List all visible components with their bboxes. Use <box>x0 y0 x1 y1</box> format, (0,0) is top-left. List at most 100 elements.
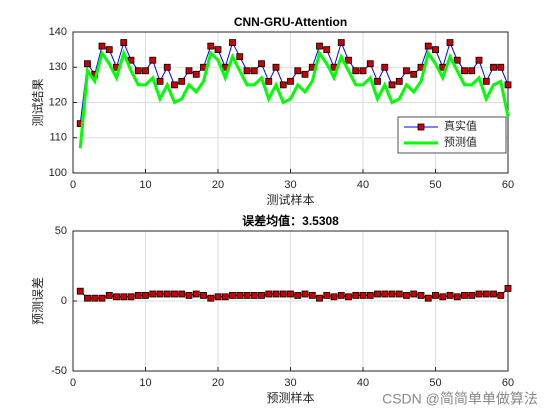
marker <box>98 42 106 50</box>
x-tick-label: 40 <box>357 377 369 389</box>
marker <box>287 77 294 85</box>
marker <box>482 77 490 85</box>
y-axis-label: 预测误差 <box>31 277 45 325</box>
marker <box>316 42 323 50</box>
marker <box>323 46 331 54</box>
marker <box>229 291 236 299</box>
marker <box>381 63 389 71</box>
marker <box>229 39 236 46</box>
legend-label: 真实值 <box>444 119 477 133</box>
marker <box>272 63 280 71</box>
marker <box>221 293 229 301</box>
marker <box>432 291 439 299</box>
x-tick-label: 30 <box>284 179 296 191</box>
marker <box>120 293 128 301</box>
marker <box>76 287 84 295</box>
y-tick-label: 110 <box>49 132 67 144</box>
x-tick-label: 20 <box>212 377 224 389</box>
marker <box>243 67 251 75</box>
marker <box>446 291 454 299</box>
marker <box>287 290 294 298</box>
marker <box>417 291 425 299</box>
y-tick-label: 50 <box>55 225 67 237</box>
marker <box>345 293 352 301</box>
x-tick-label: 60 <box>502 179 514 191</box>
y-tick-label: 140 <box>49 26 67 38</box>
marker <box>395 77 403 85</box>
watermark: CSDN @简简单单做算法 <box>382 391 538 407</box>
series-line <box>78 48 510 149</box>
marker <box>258 291 265 299</box>
marker <box>84 294 91 302</box>
marker <box>424 42 432 50</box>
marker <box>200 291 207 299</box>
marker <box>171 290 178 298</box>
x-tick-label: 10 <box>139 377 151 389</box>
marker <box>265 290 273 298</box>
marker <box>250 67 258 75</box>
marker <box>439 293 447 301</box>
marker <box>156 290 164 298</box>
marker <box>352 67 360 75</box>
y-axis-label: 测试结果 <box>30 78 45 126</box>
marker <box>265 77 273 85</box>
marker <box>207 42 215 50</box>
marker <box>149 290 157 298</box>
marker <box>468 291 476 299</box>
marker <box>192 70 200 78</box>
x-tick-label: 0 <box>70 377 76 389</box>
marker <box>432 46 439 54</box>
marker <box>178 77 186 85</box>
marker <box>163 63 171 71</box>
marker <box>497 291 505 299</box>
x-tick-label: 60 <box>502 377 514 389</box>
marker <box>323 291 331 299</box>
marker <box>105 46 113 54</box>
x-tick-label: 30 <box>284 377 296 389</box>
marker <box>381 290 389 298</box>
x-tick-label: 40 <box>357 179 369 191</box>
marker <box>236 291 244 299</box>
marker <box>345 56 352 64</box>
marker <box>185 67 193 75</box>
marker <box>171 81 178 89</box>
marker <box>279 81 287 89</box>
marker <box>461 67 468 75</box>
marker <box>243 291 251 299</box>
marker <box>446 39 454 46</box>
marker <box>258 60 265 68</box>
marker <box>120 39 128 46</box>
marker <box>475 290 483 298</box>
x-tick-label: 20 <box>212 179 224 191</box>
marker <box>272 290 280 298</box>
chart-title: CNN-GRU-Attention <box>234 15 347 29</box>
marker <box>236 53 244 61</box>
legend-marker <box>417 123 425 131</box>
marker <box>388 81 396 89</box>
marker <box>134 67 142 75</box>
marker <box>337 291 345 299</box>
marker <box>156 77 164 85</box>
marker <box>374 77 381 85</box>
marker <box>359 291 367 299</box>
marker <box>207 294 215 302</box>
marker <box>178 290 186 298</box>
marker <box>490 290 497 298</box>
y-tick-label: 120 <box>49 96 67 108</box>
marker <box>388 290 396 298</box>
marker <box>142 291 149 299</box>
y-tick-label: 0 <box>61 295 67 307</box>
axes-box <box>72 230 509 372</box>
marker <box>330 293 338 301</box>
marker <box>250 291 258 299</box>
x-tick-label: 10 <box>139 179 151 191</box>
marker <box>127 293 135 301</box>
marker <box>497 63 505 71</box>
marker <box>294 291 302 299</box>
marker <box>424 294 432 302</box>
marker <box>113 293 120 301</box>
marker <box>410 290 418 298</box>
marker <box>453 56 461 64</box>
marker <box>98 294 106 302</box>
